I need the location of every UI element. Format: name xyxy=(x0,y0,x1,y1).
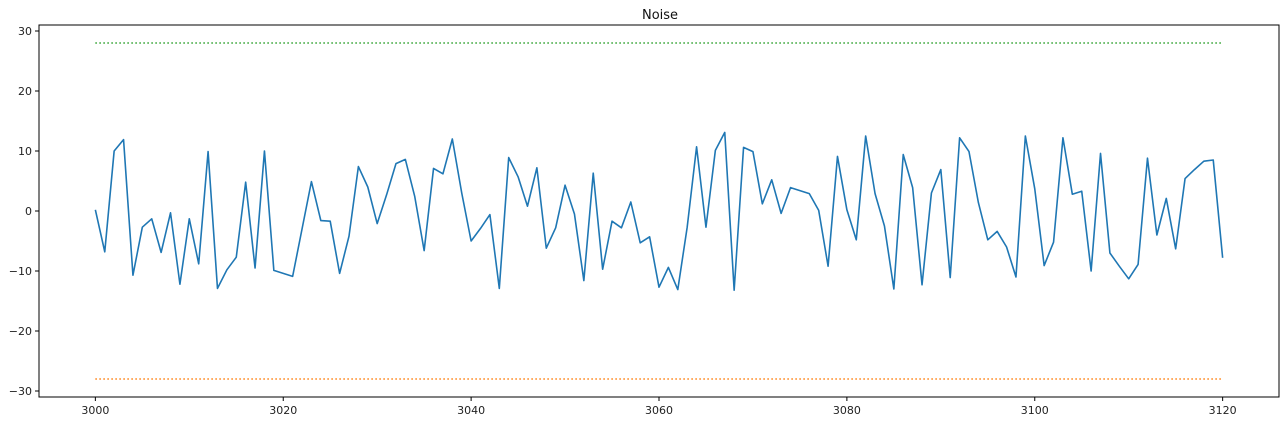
axes-layer: 3000 3020 3040 3060 3080 3100 31203020100−10−2… xyxy=(9,25,1237,417)
series-line-0 xyxy=(94,131,1224,292)
x-tick-label: 3080 xyxy=(833,404,861,417)
x-tick-label: 3060 xyxy=(645,404,673,417)
x-tick-label: 3100 xyxy=(1021,404,1049,417)
y-tick-label: −30 xyxy=(9,385,32,398)
x-tick-label: 3040 xyxy=(457,404,485,417)
y-tick-label: 0 xyxy=(25,205,32,218)
plot-area-frame xyxy=(38,24,1280,398)
x-tick-label: 3020 xyxy=(269,404,297,417)
y-tick-label: 20 xyxy=(18,85,32,98)
series-layer xyxy=(94,42,1224,380)
y-tick-label: 30 xyxy=(18,25,32,38)
y-tick-label: −10 xyxy=(9,265,32,278)
y-tick-label: 10 xyxy=(18,145,32,158)
x-tick-label: 3000 xyxy=(81,404,109,417)
chart-title: Noise xyxy=(642,8,678,23)
x-tick-label: 3120 xyxy=(1209,404,1237,417)
y-tick-label: −20 xyxy=(9,325,32,338)
